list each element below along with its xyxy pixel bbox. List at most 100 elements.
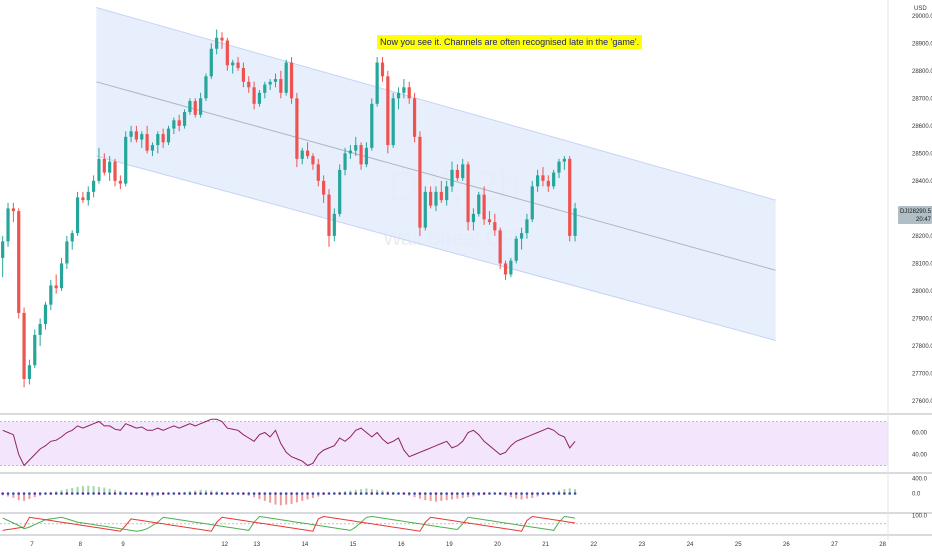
candle-body bbox=[391, 98, 395, 146]
histogram-dot bbox=[391, 492, 395, 495]
candle bbox=[289, 57, 294, 104]
candle-body bbox=[140, 134, 144, 140]
histogram-dot bbox=[124, 492, 128, 495]
oscillator-pane[interactable] bbox=[0, 515, 888, 532]
candle bbox=[150, 142, 155, 157]
candle-body bbox=[536, 175, 540, 187]
candle bbox=[43, 301, 48, 330]
candle-body bbox=[236, 62, 240, 69]
candle bbox=[487, 211, 492, 225]
histogram-dot bbox=[86, 492, 90, 495]
histogram-dot bbox=[231, 492, 234, 495]
candle bbox=[118, 175, 122, 190]
histogram-dot bbox=[386, 492, 390, 495]
candle bbox=[22, 307, 26, 388]
candle-body bbox=[514, 238, 518, 261]
candle-body bbox=[503, 263, 508, 275]
histogram-dot bbox=[22, 492, 26, 495]
candle bbox=[204, 73, 208, 102]
candle-body bbox=[273, 79, 278, 82]
candle bbox=[263, 81, 267, 99]
histogram-dot bbox=[418, 492, 422, 495]
candle bbox=[439, 180, 443, 203]
rsi-pane[interactable] bbox=[0, 418, 888, 467]
candle-body bbox=[150, 145, 155, 151]
histogram-dot bbox=[547, 492, 550, 495]
candle-body bbox=[252, 87, 256, 104]
candle bbox=[568, 156, 572, 242]
candle bbox=[300, 147, 304, 165]
candle bbox=[279, 70, 283, 99]
candle-body bbox=[541, 175, 545, 181]
histogram-dot bbox=[300, 492, 304, 495]
candle-body bbox=[134, 131, 139, 140]
candle bbox=[102, 153, 106, 176]
histogram-dot bbox=[161, 492, 165, 495]
channel-upper-line bbox=[96, 7, 776, 201]
histogram-dot bbox=[172, 492, 176, 495]
histogram-dot bbox=[108, 492, 111, 495]
candle bbox=[557, 158, 561, 179]
candle bbox=[247, 76, 251, 93]
candle bbox=[455, 164, 459, 181]
histogram-dot bbox=[498, 492, 502, 495]
candle-body bbox=[375, 62, 379, 104]
candle-body bbox=[102, 158, 106, 173]
price-pane[interactable]: DJI, 2hWall Street CFD bbox=[1, 7, 776, 388]
candle bbox=[375, 57, 379, 107]
histogram-dot bbox=[514, 492, 518, 495]
candle-body bbox=[519, 233, 524, 239]
candle-body bbox=[166, 128, 171, 143]
last-price-time: 20:47 bbox=[916, 217, 932, 223]
histogram-dot bbox=[33, 492, 37, 495]
candle-body bbox=[477, 194, 481, 214]
histogram-dot bbox=[268, 492, 272, 495]
annotation-label[interactable]: Now you see it. Channels are often recog… bbox=[377, 35, 643, 49]
histogram-dot bbox=[242, 492, 245, 495]
candle-body bbox=[129, 131, 133, 137]
histogram-dot bbox=[509, 492, 513, 495]
candle bbox=[284, 59, 288, 96]
candle bbox=[536, 169, 540, 192]
candle-body bbox=[289, 62, 294, 99]
candle bbox=[418, 131, 422, 236]
histogram-dot bbox=[28, 492, 31, 495]
histogram-dot bbox=[488, 492, 491, 495]
candle-body bbox=[22, 312, 26, 379]
candle bbox=[380, 57, 385, 82]
candle-body bbox=[343, 153, 347, 170]
candle bbox=[370, 98, 374, 151]
histogram-pane[interactable] bbox=[1, 485, 577, 506]
histogram-dot bbox=[252, 492, 256, 495]
candle bbox=[461, 158, 465, 181]
x-tick-label: 16 bbox=[398, 542, 405, 548]
candle-body bbox=[322, 180, 326, 195]
price-tick-label: 28500.0 bbox=[912, 151, 932, 157]
candle bbox=[477, 191, 481, 217]
candle bbox=[493, 213, 497, 236]
histogram-dot bbox=[290, 492, 293, 495]
candle-body bbox=[188, 101, 192, 113]
histogram-dot bbox=[456, 492, 459, 495]
candle-body bbox=[557, 161, 561, 173]
histogram-dot bbox=[76, 492, 79, 495]
candle-body bbox=[434, 191, 438, 206]
histogram-dot bbox=[333, 492, 336, 495]
candle-body bbox=[81, 197, 85, 201]
oscillator-tick-label: 100.0 bbox=[912, 514, 928, 520]
candle bbox=[573, 202, 577, 242]
histogram-dot bbox=[210, 492, 213, 495]
candle-body bbox=[145, 134, 149, 151]
histogram-dot bbox=[381, 492, 384, 495]
histogram-dot bbox=[193, 492, 197, 495]
candle bbox=[54, 274, 58, 294]
candle bbox=[177, 114, 181, 132]
candle bbox=[6, 202, 10, 247]
candle-body bbox=[27, 365, 32, 379]
histogram-dot bbox=[247, 492, 251, 495]
candle-body bbox=[423, 191, 427, 228]
rsi-tick-label: 40.00 bbox=[912, 453, 928, 459]
